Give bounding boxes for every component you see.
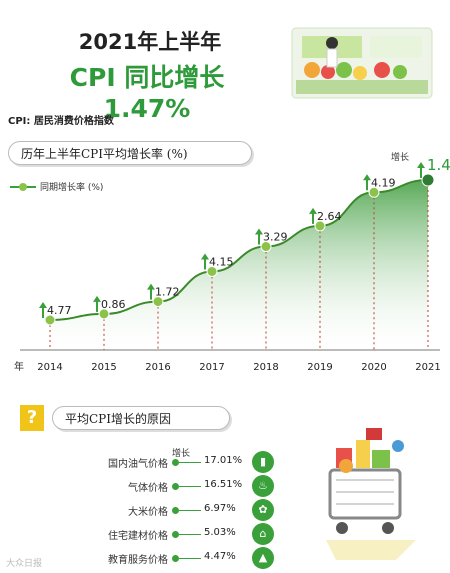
reason-value: 17.01% <box>204 455 243 466</box>
data-point <box>421 173 435 187</box>
data-label: 3.29 <box>263 231 288 244</box>
watermark: 大众日报 <box>6 559 43 569</box>
house-icon: ⌂ <box>252 523 274 545</box>
reason-connector <box>179 534 201 535</box>
increase-arrow-head <box>39 302 47 308</box>
reason-value: 4.47% <box>204 551 236 562</box>
data-point <box>98 308 110 320</box>
oil-barrel-icon: ▮ <box>252 451 274 473</box>
reason-connector <box>179 558 201 559</box>
data-point <box>260 241 272 253</box>
reason-value: 6.97% <box>204 503 236 514</box>
question-mark-icon: ? <box>20 405 44 431</box>
reason-connector <box>179 510 201 511</box>
increase-arrow-head <box>309 207 317 214</box>
legend-line-marker <box>10 182 36 191</box>
header-title-line1: 2021年上半年 <box>78 30 222 54</box>
reason-label: 住宅建材价格 <box>108 531 168 542</box>
data-point <box>314 220 326 232</box>
x-tick-label: 2018 <box>253 362 278 373</box>
increase-arrow-head <box>147 283 155 290</box>
reason-row: 教育服务价格 4.47% ▲ <box>0 547 300 569</box>
data-label: 4.77 <box>47 304 72 317</box>
legend-label: 同期增长率 (%) <box>40 183 104 193</box>
increase-arrow-head <box>417 162 425 168</box>
data-point <box>44 314 56 326</box>
x-axis-unit: 年 <box>14 360 24 373</box>
reason-dot <box>172 507 179 514</box>
data-label: 1.47 <box>427 156 450 174</box>
chart-series-line <box>49 179 429 321</box>
reason-dot <box>172 555 179 562</box>
data-point <box>206 265 218 277</box>
chart-legend: 同期增长率 (%) <box>10 180 103 193</box>
x-tick-label: 2021 <box>415 362 440 373</box>
x-tick-label: 2019 <box>307 362 332 373</box>
reason-label: 气体价格 <box>128 483 168 494</box>
data-label: 4.19 <box>371 176 396 189</box>
flame-icon: ♨ <box>252 475 274 497</box>
reason-dot <box>172 531 179 538</box>
market-stall-illustration <box>291 27 433 99</box>
subtitle: CPI: 居民消费价格指数 <box>8 116 114 127</box>
x-tick-label: 2016 <box>145 362 170 373</box>
reason-value: 16.51% <box>204 479 243 490</box>
reason-row: 气体价格 16.51% ♨ <box>0 475 300 497</box>
increase-arrow-head <box>93 295 101 302</box>
reasons-title-banner: 平均CPI增长的原因 <box>52 406 230 430</box>
reason-dot <box>172 483 179 490</box>
reason-label: 大米价格 <box>128 507 168 518</box>
chart-title-banner: 历年上半年CPI平均增长率 (%) <box>8 141 252 165</box>
shopping-cart-illustration <box>326 428 416 560</box>
reason-row: 大米价格 6.97% ✿ <box>0 499 300 521</box>
reason-row: 国内油气价格 17.01% ▮ <box>0 451 300 473</box>
reason-row: 住宅建材价格 5.03% ⌂ <box>0 523 300 545</box>
chart-area-fill <box>50 180 428 350</box>
reason-connector <box>179 462 201 463</box>
reason-value: 5.03% <box>204 527 236 538</box>
increase-arrow-head <box>363 174 371 181</box>
reason-connector <box>179 486 201 487</box>
data-label: 2.64 <box>317 210 342 223</box>
data-point <box>368 186 380 198</box>
wheat-icon: ✿ <box>252 499 274 521</box>
increase-arrow-head <box>201 253 209 260</box>
x-tick-label: 2015 <box>91 362 116 373</box>
increase-arrow-head <box>255 228 263 235</box>
x-tick-label: 2020 <box>361 362 386 373</box>
data-label: 0.86 <box>101 298 126 311</box>
header-title-line2: CPI 同比增长 1.47% <box>69 63 225 123</box>
cpi-area-chart: 年 2014 4.77 2015 0.86 2016 1.72 2017 4.15 2018 3.2… <box>14 151 450 373</box>
reason-dot <box>172 459 179 466</box>
data-label: 1.72 <box>155 286 180 299</box>
graduation-cap-icon: ▲ <box>252 547 274 569</box>
reason-label: 教育服务价格 <box>108 555 168 566</box>
increase-label-2021: 增长 <box>391 151 409 163</box>
x-tick-label: 2014 <box>37 362 62 373</box>
x-tick-label: 2017 <box>199 362 224 373</box>
data-label: 4.15 <box>209 255 234 268</box>
reason-label: 国内油气价格 <box>108 459 168 470</box>
reasons-increase-label: 增长 <box>172 449 191 459</box>
data-point <box>152 296 164 308</box>
